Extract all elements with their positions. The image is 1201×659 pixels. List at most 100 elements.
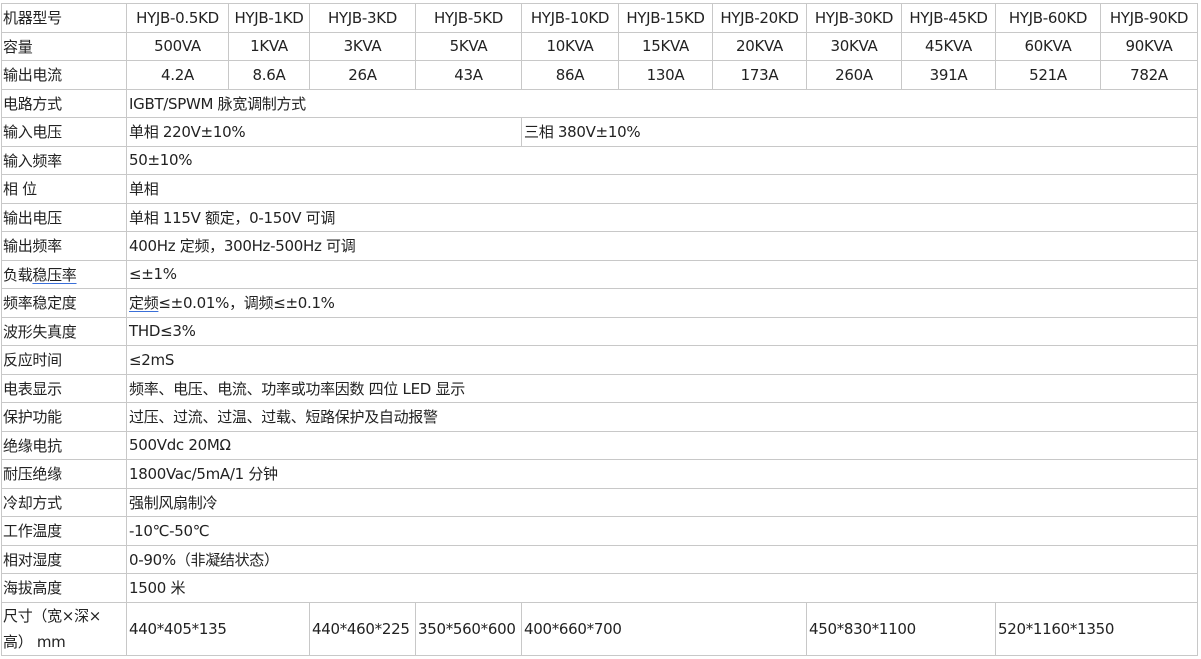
capacity-cell: 20KVA	[712, 31, 807, 61]
value-freq-stab: 定频≤±0.01%，调频≤±0.1%	[126, 288, 1198, 318]
current-cell: 43A	[415, 60, 522, 90]
model-cell: HYJB-15KD	[618, 3, 713, 33]
value-insulation: 500Vdc 20MΩ	[126, 430, 1198, 460]
current-cell: 26A	[309, 60, 416, 90]
label-size: 尺寸（宽×深×高） mm	[1, 601, 127, 656]
current-cell: 173A	[712, 60, 807, 90]
size-value: 440*460*225	[309, 601, 416, 656]
model-cell: HYJB-45KD	[901, 3, 996, 33]
label-model: 机器型号	[1, 3, 127, 33]
label-response: 反应时间	[1, 345, 127, 375]
label-thd: 波形失真度	[1, 316, 127, 346]
capacity-cell: 10KVA	[521, 31, 619, 61]
label-input-voltage: 输入电压	[1, 117, 127, 147]
model-cell: HYJB-0.5KD	[126, 3, 229, 33]
value-load-reg: ≤±1%	[126, 259, 1198, 289]
model-cell: HYJB-5KD	[415, 3, 522, 33]
current-cell: 260A	[806, 60, 902, 90]
value-output-freq: 400Hz 定频，300Hz-500Hz 可调	[126, 231, 1198, 261]
row-insulation: 绝缘电抗 500Vdc 20MΩ	[1, 430, 1198, 460]
row-response: 反应时间 ≤2mS	[1, 345, 1198, 375]
capacity-cell: 60KVA	[995, 31, 1101, 61]
label-load-reg: 负载稳压率	[1, 259, 127, 289]
capacity-cell: 45KVA	[901, 31, 996, 61]
size-value: 400*660*700	[521, 601, 807, 656]
current-cell: 782A	[1100, 60, 1198, 90]
row-input-freq: 输入频率 50±10%	[1, 145, 1198, 175]
value-protection: 过压、过流、过温、过载、短路保护及自动报警	[126, 402, 1198, 432]
value-withstand: 1800Vac/5mA/1 分钟	[126, 459, 1198, 489]
capacity-cell: 1KVA	[228, 31, 310, 61]
label-cooling: 冷却方式	[1, 487, 127, 517]
capacity-cell: 15KVA	[618, 31, 713, 61]
size-value: 450*830*1100	[806, 601, 996, 656]
model-cell: HYJB-90KD	[1100, 3, 1198, 33]
value-input-voltage-three: 三相 380V±10%	[521, 117, 1198, 147]
current-cell: 521A	[995, 60, 1101, 90]
row-current: 输出电流 4.2A 8.6A 26A 43A 86A 130A 173A 260A 391A 521…	[1, 60, 1198, 90]
current-cell: 8.6A	[228, 60, 310, 90]
capacity-cell: 3KVA	[309, 31, 416, 61]
label-phase: 相 位	[1, 174, 127, 204]
row-circuit: 电路方式 IGBT/SPWM 脉宽调制方式	[1, 88, 1198, 118]
row-freq-stab: 频率稳定度 定频≤±0.01%，调频≤±0.1%	[1, 288, 1198, 318]
label-capacity: 容量	[1, 31, 127, 61]
row-capacity: 容量 500VA 1KVA 3KVA 5KVA 10KVA 15KVA 20KVA 30KVA 4…	[1, 31, 1198, 61]
model-cell: HYJB-30KD	[806, 3, 902, 33]
row-size: 尺寸（宽×深×高） mm 440*405*135 440*460*225 350…	[1, 601, 1198, 656]
model-cell: HYJB-1KD	[228, 3, 310, 33]
capacity-cell: 5KVA	[415, 31, 522, 61]
row-cooling: 冷却方式 强制风扇制冷	[1, 487, 1198, 517]
current-cell: 391A	[901, 60, 996, 90]
current-cell: 4.2A	[126, 60, 229, 90]
capacity-cell: 500VA	[126, 31, 229, 61]
size-value: 520*1160*1350	[995, 601, 1198, 656]
label-output-voltage: 输出电压	[1, 202, 127, 232]
value-response: ≤2mS	[126, 345, 1198, 375]
label-output-freq: 输出频率	[1, 231, 127, 261]
model-cell: HYJB-10KD	[521, 3, 619, 33]
label-altitude: 海拔高度	[1, 573, 127, 603]
model-cell: HYJB-3KD	[309, 3, 416, 33]
value-circuit: IGBT/SPWM 脉宽调制方式	[126, 88, 1198, 118]
label-insulation: 绝缘电抗	[1, 430, 127, 460]
row-phase: 相 位单相	[1, 174, 1198, 204]
value-altitude: 1500 米	[126, 573, 1198, 603]
label-load-reg-a: 负载	[3, 265, 33, 284]
label-withstand: 耐压绝缘	[1, 459, 127, 489]
label-current: 输出电流	[1, 60, 127, 90]
capacity-cell: 90KVA	[1100, 31, 1198, 61]
label-protection: 保护功能	[1, 402, 127, 432]
value-input-freq: 50±10%	[126, 145, 1198, 175]
row-altitude: 海拔高度 1500 米	[1, 573, 1198, 603]
row-input-voltage: 输入电压 单相 220V±10% 三相 380V±10%	[1, 117, 1198, 147]
row-load-reg: 负载稳压率 ≤±1%	[1, 259, 1198, 289]
capacity-cell: 30KVA	[806, 31, 902, 61]
value-input-voltage-single: 单相 220V±10%	[126, 117, 522, 147]
size-value: 440*405*135	[126, 601, 310, 656]
row-model: 机器型号 HYJB-0.5KD HYJB-1KD HYJB-3KD HYJB-5KD HY…	[1, 3, 1198, 33]
label-humidity: 相对湿度	[1, 544, 127, 574]
value-freq-stab-b: ≤±0.01%，调频≤±0.1%	[158, 294, 335, 313]
row-output-freq: 输出频率 400Hz 定频，300Hz-500Hz 可调	[1, 231, 1198, 261]
row-humidity: 相对湿度 0-90%（非凝结状态）	[1, 544, 1198, 574]
label-freq-stab: 频率稳定度	[1, 288, 127, 318]
spec-table: 机器型号 HYJB-0.5KD HYJB-1KD HYJB-3KD HYJB-5KD HY…	[1, 3, 1198, 656]
current-cell: 86A	[521, 60, 619, 90]
row-output-voltage: 输出电压 单相 115V 额定，0-150V 可调	[1, 202, 1198, 232]
row-thd: 波形失真度 THD≤3%	[1, 316, 1198, 346]
row-meter: 电表显示 频率、电压、电流、功率或功率因数 四位 LED 显示	[1, 373, 1198, 403]
size-value: 350*560*600	[415, 601, 522, 656]
model-cell: HYJB-20KD	[712, 3, 807, 33]
label-input-freq: 输入频率	[1, 145, 127, 175]
row-temp: 工作温度 -10℃-50℃	[1, 516, 1198, 546]
value-phase: 单相	[126, 174, 1198, 204]
label-temp: 工作温度	[1, 516, 127, 546]
value-thd: THD≤3%	[126, 316, 1198, 346]
value-humidity: 0-90%（非凝结状态）	[126, 544, 1198, 574]
value-meter: 频率、电压、电流、功率或功率因数 四位 LED 显示	[126, 373, 1198, 403]
value-temp: -10℃-50℃	[126, 516, 1198, 546]
label-load-reg-b: 稳压率	[32, 265, 77, 284]
row-withstand: 耐压绝缘 1800Vac/5mA/1 分钟	[1, 459, 1198, 489]
value-cooling: 强制风扇制冷	[126, 487, 1198, 517]
